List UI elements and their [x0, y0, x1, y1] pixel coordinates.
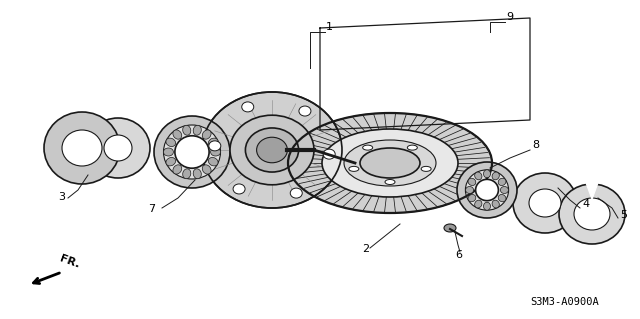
- Ellipse shape: [421, 167, 431, 171]
- Ellipse shape: [209, 138, 218, 146]
- Text: 2: 2: [362, 244, 369, 254]
- Ellipse shape: [242, 102, 253, 112]
- Ellipse shape: [211, 148, 221, 156]
- Ellipse shape: [385, 180, 395, 184]
- Ellipse shape: [86, 118, 150, 178]
- Text: 3: 3: [58, 192, 65, 202]
- Ellipse shape: [299, 106, 311, 116]
- Ellipse shape: [492, 200, 499, 208]
- Ellipse shape: [182, 169, 191, 179]
- Ellipse shape: [104, 135, 132, 161]
- Ellipse shape: [483, 202, 490, 210]
- Ellipse shape: [62, 130, 102, 166]
- Text: 6: 6: [455, 250, 462, 260]
- Ellipse shape: [500, 187, 508, 194]
- Ellipse shape: [230, 115, 314, 185]
- Ellipse shape: [476, 179, 499, 201]
- Ellipse shape: [322, 129, 458, 197]
- Ellipse shape: [44, 112, 120, 184]
- Ellipse shape: [407, 145, 417, 150]
- Ellipse shape: [529, 189, 561, 217]
- Ellipse shape: [468, 195, 476, 202]
- Ellipse shape: [163, 148, 173, 156]
- Text: 8: 8: [532, 140, 539, 150]
- Ellipse shape: [468, 178, 476, 186]
- Ellipse shape: [444, 224, 456, 232]
- Ellipse shape: [202, 165, 211, 174]
- Ellipse shape: [465, 170, 509, 210]
- Ellipse shape: [349, 167, 359, 171]
- Ellipse shape: [498, 178, 506, 186]
- Text: 4: 4: [582, 199, 589, 209]
- Ellipse shape: [154, 116, 230, 188]
- Ellipse shape: [363, 145, 372, 150]
- Ellipse shape: [245, 128, 299, 172]
- Ellipse shape: [166, 138, 175, 146]
- Ellipse shape: [173, 165, 182, 174]
- Ellipse shape: [288, 113, 492, 213]
- Ellipse shape: [233, 184, 245, 194]
- Ellipse shape: [209, 141, 221, 151]
- Ellipse shape: [202, 130, 211, 139]
- Ellipse shape: [209, 158, 218, 166]
- Ellipse shape: [202, 92, 342, 208]
- Ellipse shape: [257, 137, 287, 163]
- Ellipse shape: [163, 125, 221, 179]
- Text: 1: 1: [326, 22, 333, 32]
- Ellipse shape: [498, 195, 506, 202]
- Text: FR.: FR.: [58, 254, 81, 270]
- Text: 9: 9: [506, 12, 513, 22]
- Wedge shape: [586, 180, 598, 199]
- Ellipse shape: [166, 158, 175, 166]
- Ellipse shape: [574, 198, 610, 230]
- Ellipse shape: [291, 188, 302, 198]
- Ellipse shape: [344, 140, 436, 186]
- Ellipse shape: [193, 169, 202, 179]
- Ellipse shape: [193, 125, 202, 135]
- Ellipse shape: [182, 125, 191, 135]
- Ellipse shape: [475, 200, 482, 208]
- Ellipse shape: [466, 187, 474, 194]
- Ellipse shape: [457, 162, 517, 218]
- Ellipse shape: [360, 148, 420, 178]
- Ellipse shape: [513, 173, 577, 233]
- Text: 7: 7: [148, 204, 155, 214]
- Text: 5: 5: [620, 210, 627, 220]
- Ellipse shape: [559, 184, 625, 244]
- Ellipse shape: [173, 130, 182, 139]
- Text: S3M3-A0900A: S3M3-A0900A: [530, 297, 599, 307]
- Ellipse shape: [475, 172, 482, 180]
- Ellipse shape: [483, 170, 490, 178]
- Ellipse shape: [175, 136, 209, 168]
- Ellipse shape: [323, 149, 335, 159]
- Ellipse shape: [492, 172, 499, 180]
